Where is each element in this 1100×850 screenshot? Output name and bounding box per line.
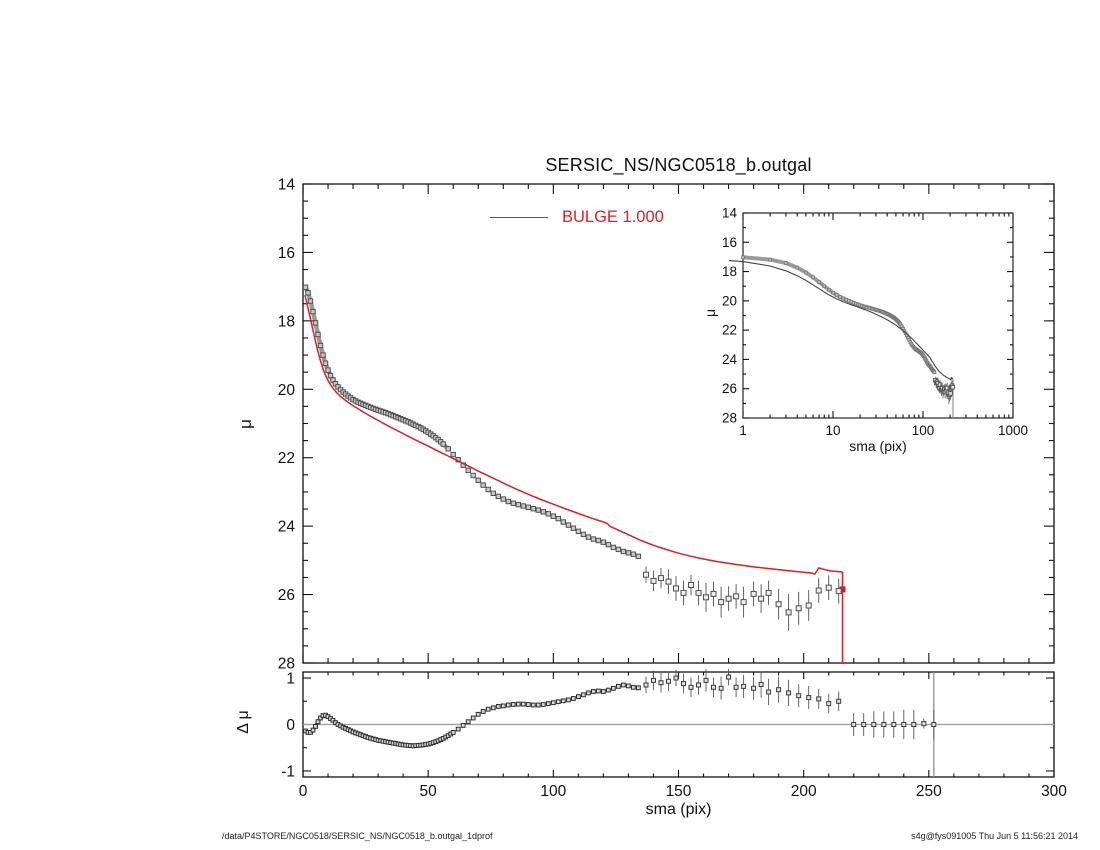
svg-text:200: 200 bbox=[791, 783, 817, 800]
svg-text:1: 1 bbox=[739, 423, 747, 438]
main-data-points bbox=[302, 284, 642, 559]
svg-text:22: 22 bbox=[278, 450, 295, 467]
svg-text:1: 1 bbox=[286, 671, 295, 688]
legend-label: BULGE 1.000 bbox=[562, 208, 664, 226]
svg-text:26: 26 bbox=[278, 587, 295, 604]
svg-text:14: 14 bbox=[278, 177, 296, 194]
svg-text:300: 300 bbox=[1041, 783, 1067, 800]
inset-x-axis-label: sma (pix) bbox=[849, 438, 907, 454]
main-data-tail bbox=[643, 566, 842, 631]
svg-text:150: 150 bbox=[666, 783, 692, 800]
svg-text:28: 28 bbox=[722, 411, 737, 426]
main-y-axis-label: μ bbox=[236, 419, 255, 429]
svg-text:24: 24 bbox=[722, 352, 738, 367]
inset-data-points bbox=[741, 255, 937, 375]
svg-text:14: 14 bbox=[722, 206, 738, 221]
svg-text:10: 10 bbox=[825, 423, 840, 438]
inset-data-tail bbox=[933, 376, 955, 405]
figure-title: SERSIC_NS/NGC0518_b.outgal bbox=[545, 155, 812, 175]
svg-text:50: 50 bbox=[420, 783, 438, 800]
svg-text:16: 16 bbox=[722, 235, 737, 250]
svg-text:250: 250 bbox=[916, 783, 942, 800]
inset-plot-axes: 1 10 100 1000 14 16 18 20 22 24 26 28 bbox=[722, 206, 1028, 439]
residual-reference-lines bbox=[303, 672, 1054, 777]
svg-text:18: 18 bbox=[722, 264, 737, 279]
footer-file-path: /data/P4STORE/NGC0518/SERSIC_NS/NGC0518_… bbox=[222, 831, 493, 841]
legend-line-sample bbox=[490, 217, 548, 218]
main-plot-axes: 14 16 18 20 22 24 26 28 bbox=[278, 177, 1055, 673]
bottom-x-axis-label: sma (pix) bbox=[645, 801, 712, 818]
svg-text:16: 16 bbox=[278, 245, 295, 262]
svg-text:100: 100 bbox=[912, 423, 935, 438]
residual-tail-points bbox=[643, 668, 937, 740]
inset-y-axis-label: μ bbox=[702, 308, 718, 318]
main-model-line bbox=[304, 294, 846, 663]
svg-text:-1: -1 bbox=[281, 763, 295, 780]
svg-text:20: 20 bbox=[278, 382, 296, 399]
svg-text:20: 20 bbox=[722, 293, 737, 308]
svg-text:28: 28 bbox=[278, 656, 295, 673]
svg-text:18: 18 bbox=[278, 313, 295, 330]
svg-text:26: 26 bbox=[722, 381, 737, 396]
footer-user-timestamp: s4g@fys091005 Thu Jun 5 11:56:21 2014 bbox=[911, 831, 1078, 841]
svg-text:0: 0 bbox=[286, 717, 295, 734]
residual-y-axis-label: Δ μ bbox=[235, 710, 252, 734]
svg-text:24: 24 bbox=[278, 519, 296, 536]
svg-text:100: 100 bbox=[540, 783, 566, 800]
svg-text:1000: 1000 bbox=[998, 423, 1028, 438]
svg-text:22: 22 bbox=[722, 323, 737, 338]
svg-text:0: 0 bbox=[299, 783, 308, 800]
residual-points bbox=[303, 682, 641, 749]
